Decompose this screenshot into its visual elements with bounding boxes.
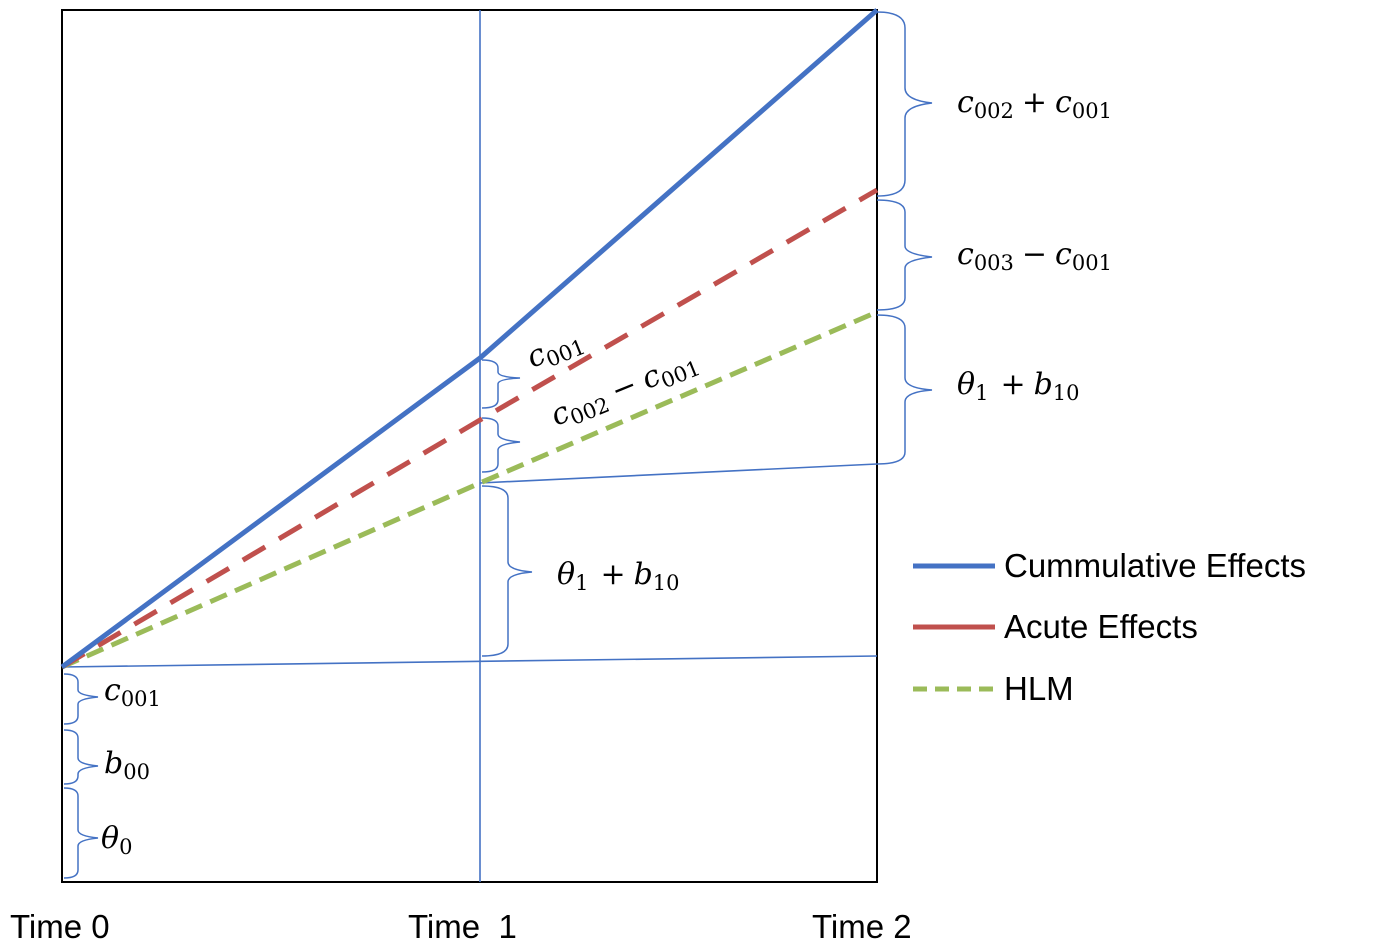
label-theta1-plus-b10-right: θ1 + b10 <box>957 367 1080 405</box>
time1-brace-mid <box>481 417 521 473</box>
legend-label-acute: Acute Effects <box>1004 608 1198 645</box>
left-brace-3 <box>63 787 99 879</box>
label-c001-left: c001 <box>104 673 161 711</box>
right-brace-bottom <box>876 314 933 465</box>
x-label-time0: Time 0 <box>10 908 110 945</box>
left-brace-1 <box>63 673 99 725</box>
label-c003-minus-c001: c003− c001 <box>957 237 1112 275</box>
label-theta1-plus-b10-time1: θ1 + b10 <box>557 557 680 595</box>
cumulative-effects-line <box>60 8 879 670</box>
time1-reference-line <box>479 463 878 484</box>
acute-effects-line <box>60 187 879 670</box>
label-theta0: θ0 <box>101 821 132 859</box>
hlm-line <box>60 309 878 670</box>
right-brace-top <box>876 11 933 197</box>
x-label-time1: Time 1 <box>408 908 517 945</box>
right-brace-mid <box>876 199 933 311</box>
baseline-reference-line <box>61 655 878 668</box>
x-label-time2: Time 2 <box>812 908 912 945</box>
left-brace-2 <box>63 729 99 785</box>
plot-frame <box>61 9 878 883</box>
legend-label-hlm: HLM <box>1004 670 1074 707</box>
label-c001-time1: c001 <box>522 322 589 379</box>
time1-brace-top <box>481 359 521 409</box>
label-b00: b00 <box>104 746 150 784</box>
label-c002-plus-c001: c002 + c001 <box>957 85 1112 123</box>
legend-label-cumulative: Cummulative Effects <box>1004 547 1306 584</box>
time1-brace-lower <box>481 485 533 657</box>
